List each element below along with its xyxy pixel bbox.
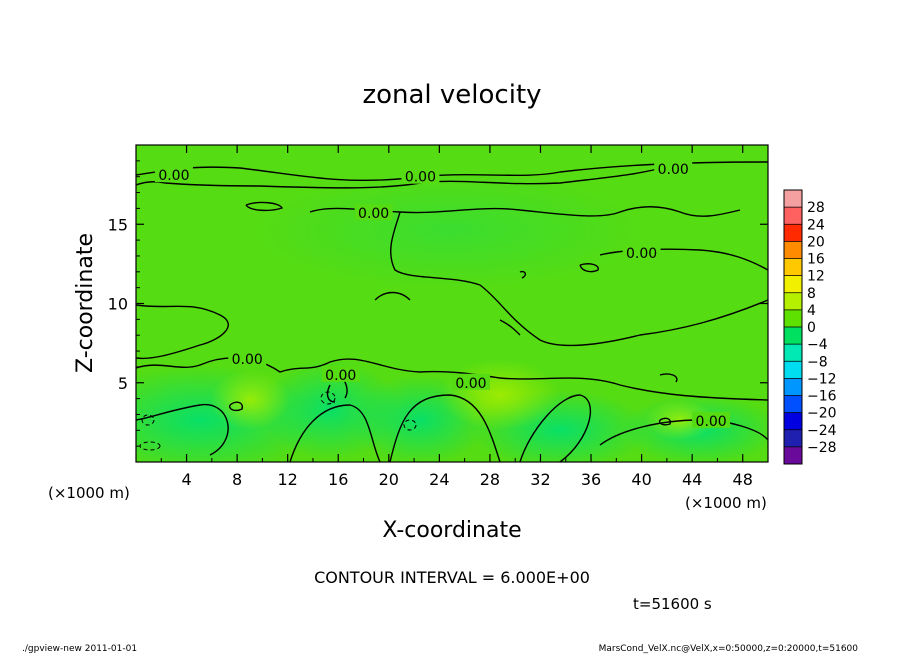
colorbar-swatch [784,224,802,242]
contour-label-bg [154,166,193,183]
colorbar-label: 8 [807,286,816,302]
y-axis: 5 10 15 [108,160,768,447]
contour-label-bg [228,349,267,366]
x-tick-label: 4 [181,470,191,489]
colorbar-label: 24 [807,217,825,233]
contour-label: 0.00 [325,368,356,384]
contour-label-bg [692,411,731,428]
contour-label-bg [654,159,693,176]
x-unit-note-right: (×1000 m) [685,494,767,512]
footer-right: MarsCond_VelX.nc@VelX,x=0:50000,z=0:2000… [599,644,859,654]
x-unit-note-left: (×1000 m) [48,484,130,502]
colorbar-swatch [784,344,802,362]
x-tick-label: 8 [232,470,242,489]
x-tick-label: 36 [581,470,601,489]
plot-area: 0.00 0.00 0.00 0.00 0.00 0.00 0.00 0.00 0.00 [136,145,768,462]
contour-label-bg [451,373,490,390]
x-tick-label: 44 [682,470,702,489]
chart-title: zonal velocity [362,80,541,110]
x-tick-label: 16 [328,470,348,489]
x-tick-label: 24 [429,470,449,489]
colorbar-label: 16 [807,252,825,268]
colorbar-swatch [784,275,802,293]
colorbar-swatch [784,258,802,276]
colorbar-label: 20 [807,234,825,250]
colorbar-swatch [784,292,802,310]
contour-label: 0.00 [696,414,727,430]
colorbar-swatch [784,446,802,464]
colorbar-label: −12 [807,371,837,387]
y-axis-label: Z-coordinate [73,233,98,373]
colorbar-label: −20 [807,406,837,422]
x-tick-label: 40 [631,470,651,489]
colorbar-label: −8 [807,354,828,370]
x-tick-label: 32 [530,470,550,489]
colorbar-label: 28 [807,200,825,216]
footer-left: ./gpview-new 2011-01-01 [22,644,137,654]
colorbar-swatch [784,207,802,225]
colorbar-label: 4 [807,303,816,319]
contour-label: 0.00 [405,170,436,186]
contour-label: 0.00 [358,206,389,222]
x-tick-label: 28 [480,470,500,489]
colorbar-swatch [784,327,802,345]
colorbar-swatch [784,309,802,327]
colorbar-label: 0 [807,320,816,336]
y-tick-label: 10 [108,295,128,314]
x-tick-label: 48 [733,470,753,489]
contour-label: 0.00 [232,352,263,368]
contour-label-bg [622,243,661,260]
contour-interval: CONTOUR INTERVAL = 6.000E+00 [314,568,590,587]
contour-label: 0.00 [626,246,657,262]
colorbar-label: −28 [807,440,837,456]
colorbar-swatch [784,241,802,259]
colorbar-swatch [784,361,802,379]
x-tick-label: 12 [278,470,298,489]
colorbar-swatch [784,429,802,447]
x-axis-label: X-coordinate [382,518,521,543]
colorbar-swatch [784,395,802,413]
contour-label: 0.00 [158,168,189,184]
colorbar-swatch [784,190,802,208]
contour-label-bg [354,204,393,221]
contour-label-bg [321,365,360,382]
contour-label-bg [401,167,440,184]
colorbar-swatch [784,378,802,396]
y-tick-label: 15 [108,215,128,234]
colorbar-label: −16 [807,389,837,405]
colorbar-label: −24 [807,423,837,439]
time-label: t=51600 s [633,595,712,613]
contour-label: 0.00 [658,162,689,178]
colorbar-label: 12 [807,269,825,285]
x-tick-label: 20 [379,470,399,489]
contour-label: 0.00 [455,376,486,392]
x-axis: 4 8 12 16 20 24 28 32 36 40 44 48 [160,145,753,489]
colorbar-swatch [784,412,802,430]
y-tick-label: 5 [118,374,128,393]
colorbar-label: −4 [807,337,828,353]
